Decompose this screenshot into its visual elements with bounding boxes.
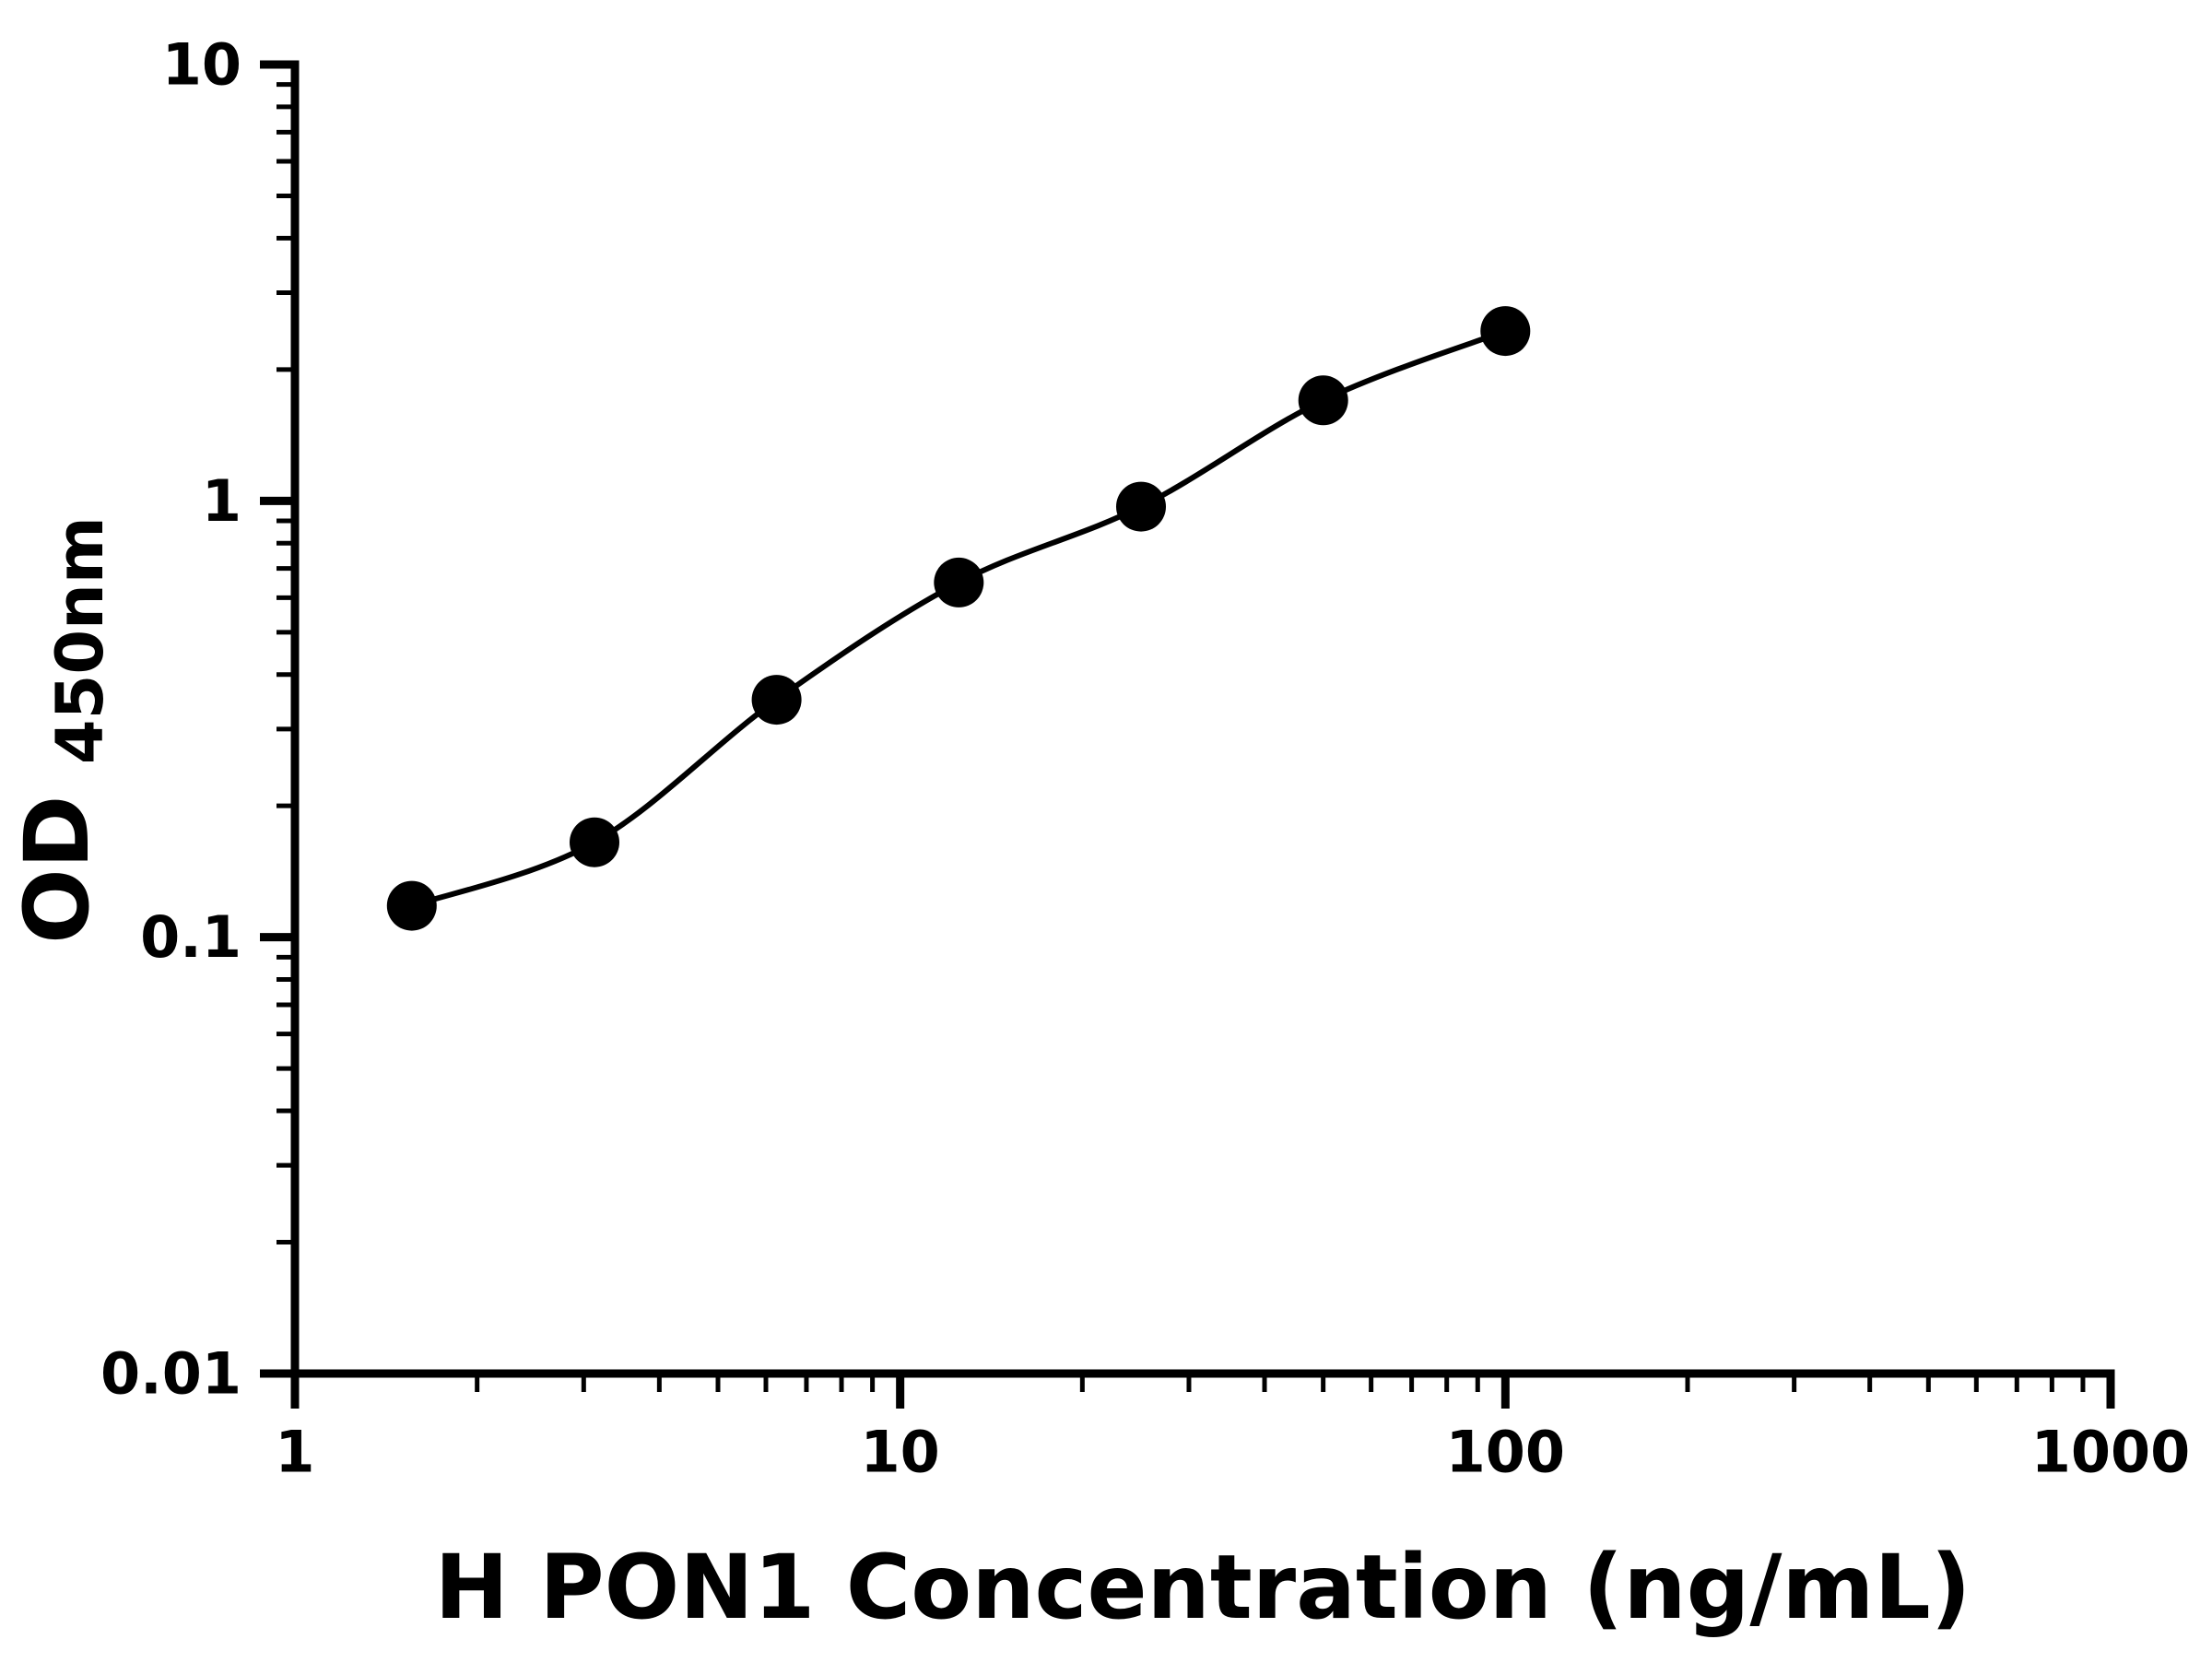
y-axis-title-main: OD xyxy=(6,796,109,944)
x-tick-label: 10 xyxy=(861,1418,940,1485)
axes-layer: 1 10 100 1000 0.01 0.1 1 10 xyxy=(100,31,2190,1486)
y-tick-label: 0.1 xyxy=(140,903,241,971)
data-point xyxy=(1298,375,1348,426)
data-point xyxy=(386,880,437,931)
y-axis-title-subscript: 450nm xyxy=(42,516,118,764)
x-tick-label: 1 xyxy=(275,1418,314,1485)
x-axis-title: H PON1 Concentration (ng/mL) xyxy=(434,1536,1971,1639)
y-axis-title: OD 450nm xyxy=(6,516,118,944)
data-point xyxy=(1480,306,1531,357)
y-tick-label: 1 xyxy=(202,467,241,535)
data-point xyxy=(751,675,802,725)
data-layer xyxy=(386,306,1531,931)
data-point xyxy=(934,557,984,607)
data-point xyxy=(570,817,619,867)
x-tick-label: 1000 xyxy=(2031,1418,2191,1485)
y-tick-label: 10 xyxy=(162,31,241,99)
data-point xyxy=(1116,481,1166,532)
axis-lines xyxy=(290,60,2115,1378)
y-tick-label: 0.01 xyxy=(100,1340,241,1408)
x-tick-label: 100 xyxy=(1446,1418,1565,1485)
